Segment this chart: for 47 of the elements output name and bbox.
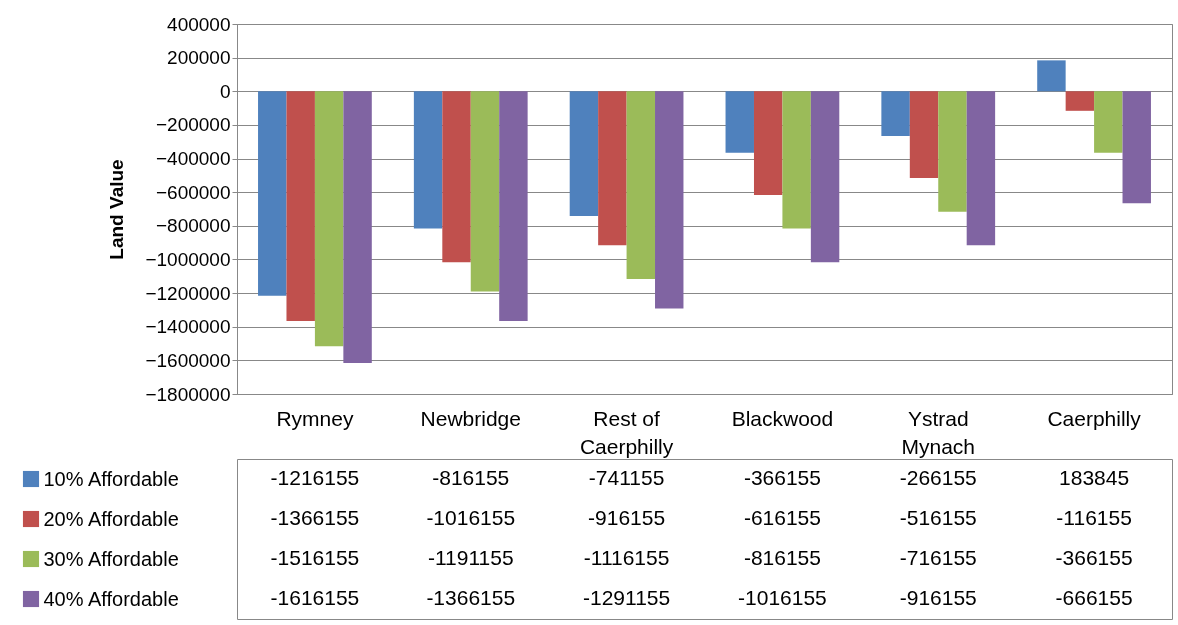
data-label: -116155 xyxy=(1056,506,1132,529)
data-label: -816155 xyxy=(432,466,510,489)
data-label: -266155 xyxy=(899,466,977,489)
legend-label: 10% Affordable xyxy=(43,467,179,490)
data-label: -1291155 xyxy=(582,586,671,609)
data-label: -741155 xyxy=(588,466,665,489)
legend-label: 20% Affordable xyxy=(43,507,179,530)
x-tick-label: Rest of Caerphilly xyxy=(579,406,674,458)
data-label: -816155 xyxy=(743,546,821,569)
legend-label: 40% Affordable xyxy=(43,587,179,610)
x-tick-label: Ystrad Mynach xyxy=(901,406,976,458)
data-label: -1366155 xyxy=(426,586,516,609)
data-label: -916155 xyxy=(899,586,977,609)
y-tick-label: −600000 xyxy=(156,181,231,203)
data-label: -366155 xyxy=(1055,546,1133,569)
x-tick-label: Blackwood xyxy=(731,406,834,430)
x-tick-label: Rymney xyxy=(276,406,354,430)
data-label: -516155 xyxy=(899,506,977,529)
y-tick-label: −800000 xyxy=(156,215,231,237)
data-label: -916155 xyxy=(588,506,666,529)
data-label: -1616155 xyxy=(270,586,360,609)
y-tick-label: −1600000 xyxy=(145,349,231,371)
data-label: -616155 xyxy=(743,506,821,529)
y-tick-label: −1200000 xyxy=(145,282,231,304)
data-label: -1116155 xyxy=(583,546,670,569)
y-axis-title: Land Value xyxy=(106,159,128,260)
y-tick-label: −200000 xyxy=(156,114,231,136)
y-tick-label: −1400000 xyxy=(145,316,231,338)
data-label: -666155 xyxy=(1055,586,1133,609)
data-label: -1366155 xyxy=(270,506,360,529)
y-tick-label: 0 xyxy=(219,80,231,102)
data-label: -1216155 xyxy=(270,466,360,489)
data-label: -1191155 xyxy=(427,546,514,569)
y-tick-label: −1000000 xyxy=(145,248,231,270)
y-tick-label: 400000 xyxy=(167,13,231,35)
y-tick-label: 200000 xyxy=(167,47,231,69)
data-label: -366155 xyxy=(743,466,821,489)
data-label: -1016155 xyxy=(738,586,827,609)
data-label: 183845 xyxy=(1059,466,1130,489)
x-tick-label: Newbridge xyxy=(420,406,521,430)
data-label: -716155 xyxy=(899,546,977,569)
y-tick-label: −400000 xyxy=(156,148,231,170)
y-tick-label: −1800000 xyxy=(145,383,231,405)
data-label: -1016155 xyxy=(426,506,516,529)
legend-label: 30% Affordable xyxy=(43,547,179,570)
data-label: -1516155 xyxy=(270,546,360,569)
x-tick-label: Caerphilly xyxy=(1047,406,1142,430)
